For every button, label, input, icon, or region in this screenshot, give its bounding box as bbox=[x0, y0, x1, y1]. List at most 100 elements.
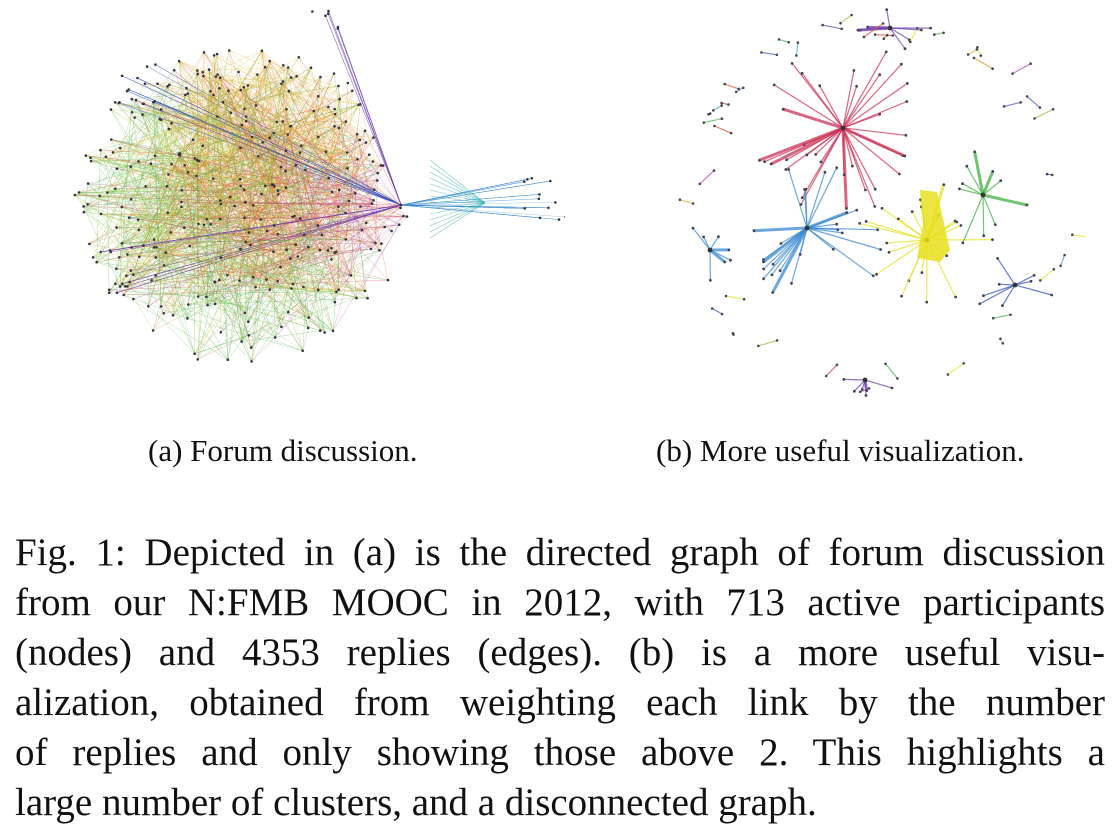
graph-edge bbox=[807, 172, 825, 228]
graph-node bbox=[239, 146, 242, 149]
graph-node bbox=[185, 87, 188, 90]
graph-edge bbox=[715, 126, 732, 133]
graph-node bbox=[378, 249, 381, 252]
graph-node bbox=[785, 158, 788, 161]
graph-edge bbox=[713, 106, 721, 111]
graph-node bbox=[787, 41, 790, 44]
graph-node bbox=[373, 188, 376, 191]
graph-node bbox=[119, 285, 122, 288]
graph-node bbox=[269, 288, 272, 291]
graph-node bbox=[365, 141, 368, 144]
graph-node bbox=[136, 77, 139, 80]
graph-node bbox=[954, 220, 957, 223]
graph-node bbox=[288, 90, 291, 93]
graph-node bbox=[1002, 342, 1005, 345]
graph-node bbox=[303, 234, 306, 237]
graph-node bbox=[247, 320, 250, 323]
graph-node bbox=[364, 130, 367, 133]
graph-node bbox=[214, 303, 217, 306]
graph-node bbox=[150, 162, 153, 165]
subcaption-a: (a) Forum discussion. bbox=[148, 433, 418, 469]
graph-node bbox=[874, 33, 877, 36]
graph-node bbox=[338, 189, 341, 192]
graph-node bbox=[141, 113, 144, 116]
graph-node bbox=[709, 279, 712, 282]
graph-hub-node bbox=[863, 378, 868, 383]
graph-node bbox=[384, 226, 387, 229]
graph-node bbox=[976, 46, 979, 49]
graph-node bbox=[359, 103, 362, 106]
graph-node bbox=[1030, 280, 1033, 283]
graph-node bbox=[891, 34, 894, 37]
graph-node bbox=[279, 266, 282, 269]
graph-edge bbox=[890, 28, 909, 40]
graph-node bbox=[1039, 279, 1042, 282]
useful-visualization-graph bbox=[665, 0, 1085, 410]
graph-node bbox=[227, 358, 230, 361]
graph-node bbox=[304, 169, 307, 172]
graph-edge bbox=[968, 50, 977, 55]
graph-node bbox=[187, 303, 190, 306]
graph-node bbox=[99, 149, 102, 152]
graph-node bbox=[702, 236, 705, 239]
graph-node bbox=[763, 160, 766, 163]
graph-node bbox=[131, 98, 134, 101]
graph-node bbox=[250, 360, 253, 363]
graph-node bbox=[723, 261, 726, 264]
graph-node bbox=[885, 8, 888, 11]
graph-node bbox=[245, 120, 248, 123]
graph-node bbox=[260, 193, 263, 196]
graph-node bbox=[770, 163, 773, 166]
graph-node bbox=[1052, 108, 1055, 111]
graph-node bbox=[167, 212, 170, 215]
graph-node bbox=[160, 108, 163, 111]
graph-node bbox=[737, 88, 740, 91]
graph-edge bbox=[910, 28, 917, 42]
graph-hub-node bbox=[805, 226, 810, 231]
graph-node bbox=[874, 188, 877, 191]
graph-node bbox=[371, 202, 374, 205]
graph-node bbox=[790, 282, 793, 285]
graph-node bbox=[184, 94, 187, 97]
graph-node bbox=[356, 133, 359, 136]
graph-node bbox=[308, 316, 311, 319]
graph-node bbox=[252, 276, 255, 279]
graph-node bbox=[713, 125, 716, 128]
graph-node bbox=[116, 292, 119, 295]
graph-node bbox=[126, 253, 129, 256]
graph-node bbox=[280, 326, 283, 329]
graph-node bbox=[133, 116, 136, 119]
graph-node bbox=[372, 199, 375, 202]
graph-node bbox=[538, 198, 541, 201]
graph-node bbox=[256, 73, 259, 76]
graph-node bbox=[839, 22, 842, 25]
graph-node bbox=[135, 99, 138, 102]
graph-node bbox=[801, 72, 804, 75]
graph-edge bbox=[843, 128, 875, 189]
graph-edge bbox=[758, 340, 777, 346]
graph-node bbox=[539, 217, 542, 220]
graph-node bbox=[138, 229, 141, 232]
graph-node bbox=[327, 249, 330, 252]
graph-node bbox=[243, 86, 246, 89]
graph-node bbox=[994, 223, 997, 226]
graph-node bbox=[992, 317, 995, 320]
graph-node bbox=[99, 251, 102, 254]
graph-node bbox=[114, 187, 117, 190]
graph-node bbox=[361, 229, 364, 232]
graph-node bbox=[287, 66, 290, 69]
graph-node bbox=[295, 164, 298, 167]
graph-node bbox=[845, 211, 848, 214]
graph-node bbox=[967, 53, 970, 56]
graph-node bbox=[978, 302, 981, 305]
graph-node bbox=[973, 57, 976, 60]
graph-node bbox=[947, 373, 950, 376]
caption-line: alization, obtained from weighting each … bbox=[15, 678, 1105, 728]
graph-node bbox=[743, 298, 746, 301]
graph-node bbox=[183, 226, 186, 229]
graph-node bbox=[958, 188, 961, 191]
graph-node bbox=[549, 180, 552, 183]
graph-node bbox=[153, 238, 156, 241]
graph-node bbox=[154, 100, 157, 103]
graph-node bbox=[787, 168, 790, 171]
